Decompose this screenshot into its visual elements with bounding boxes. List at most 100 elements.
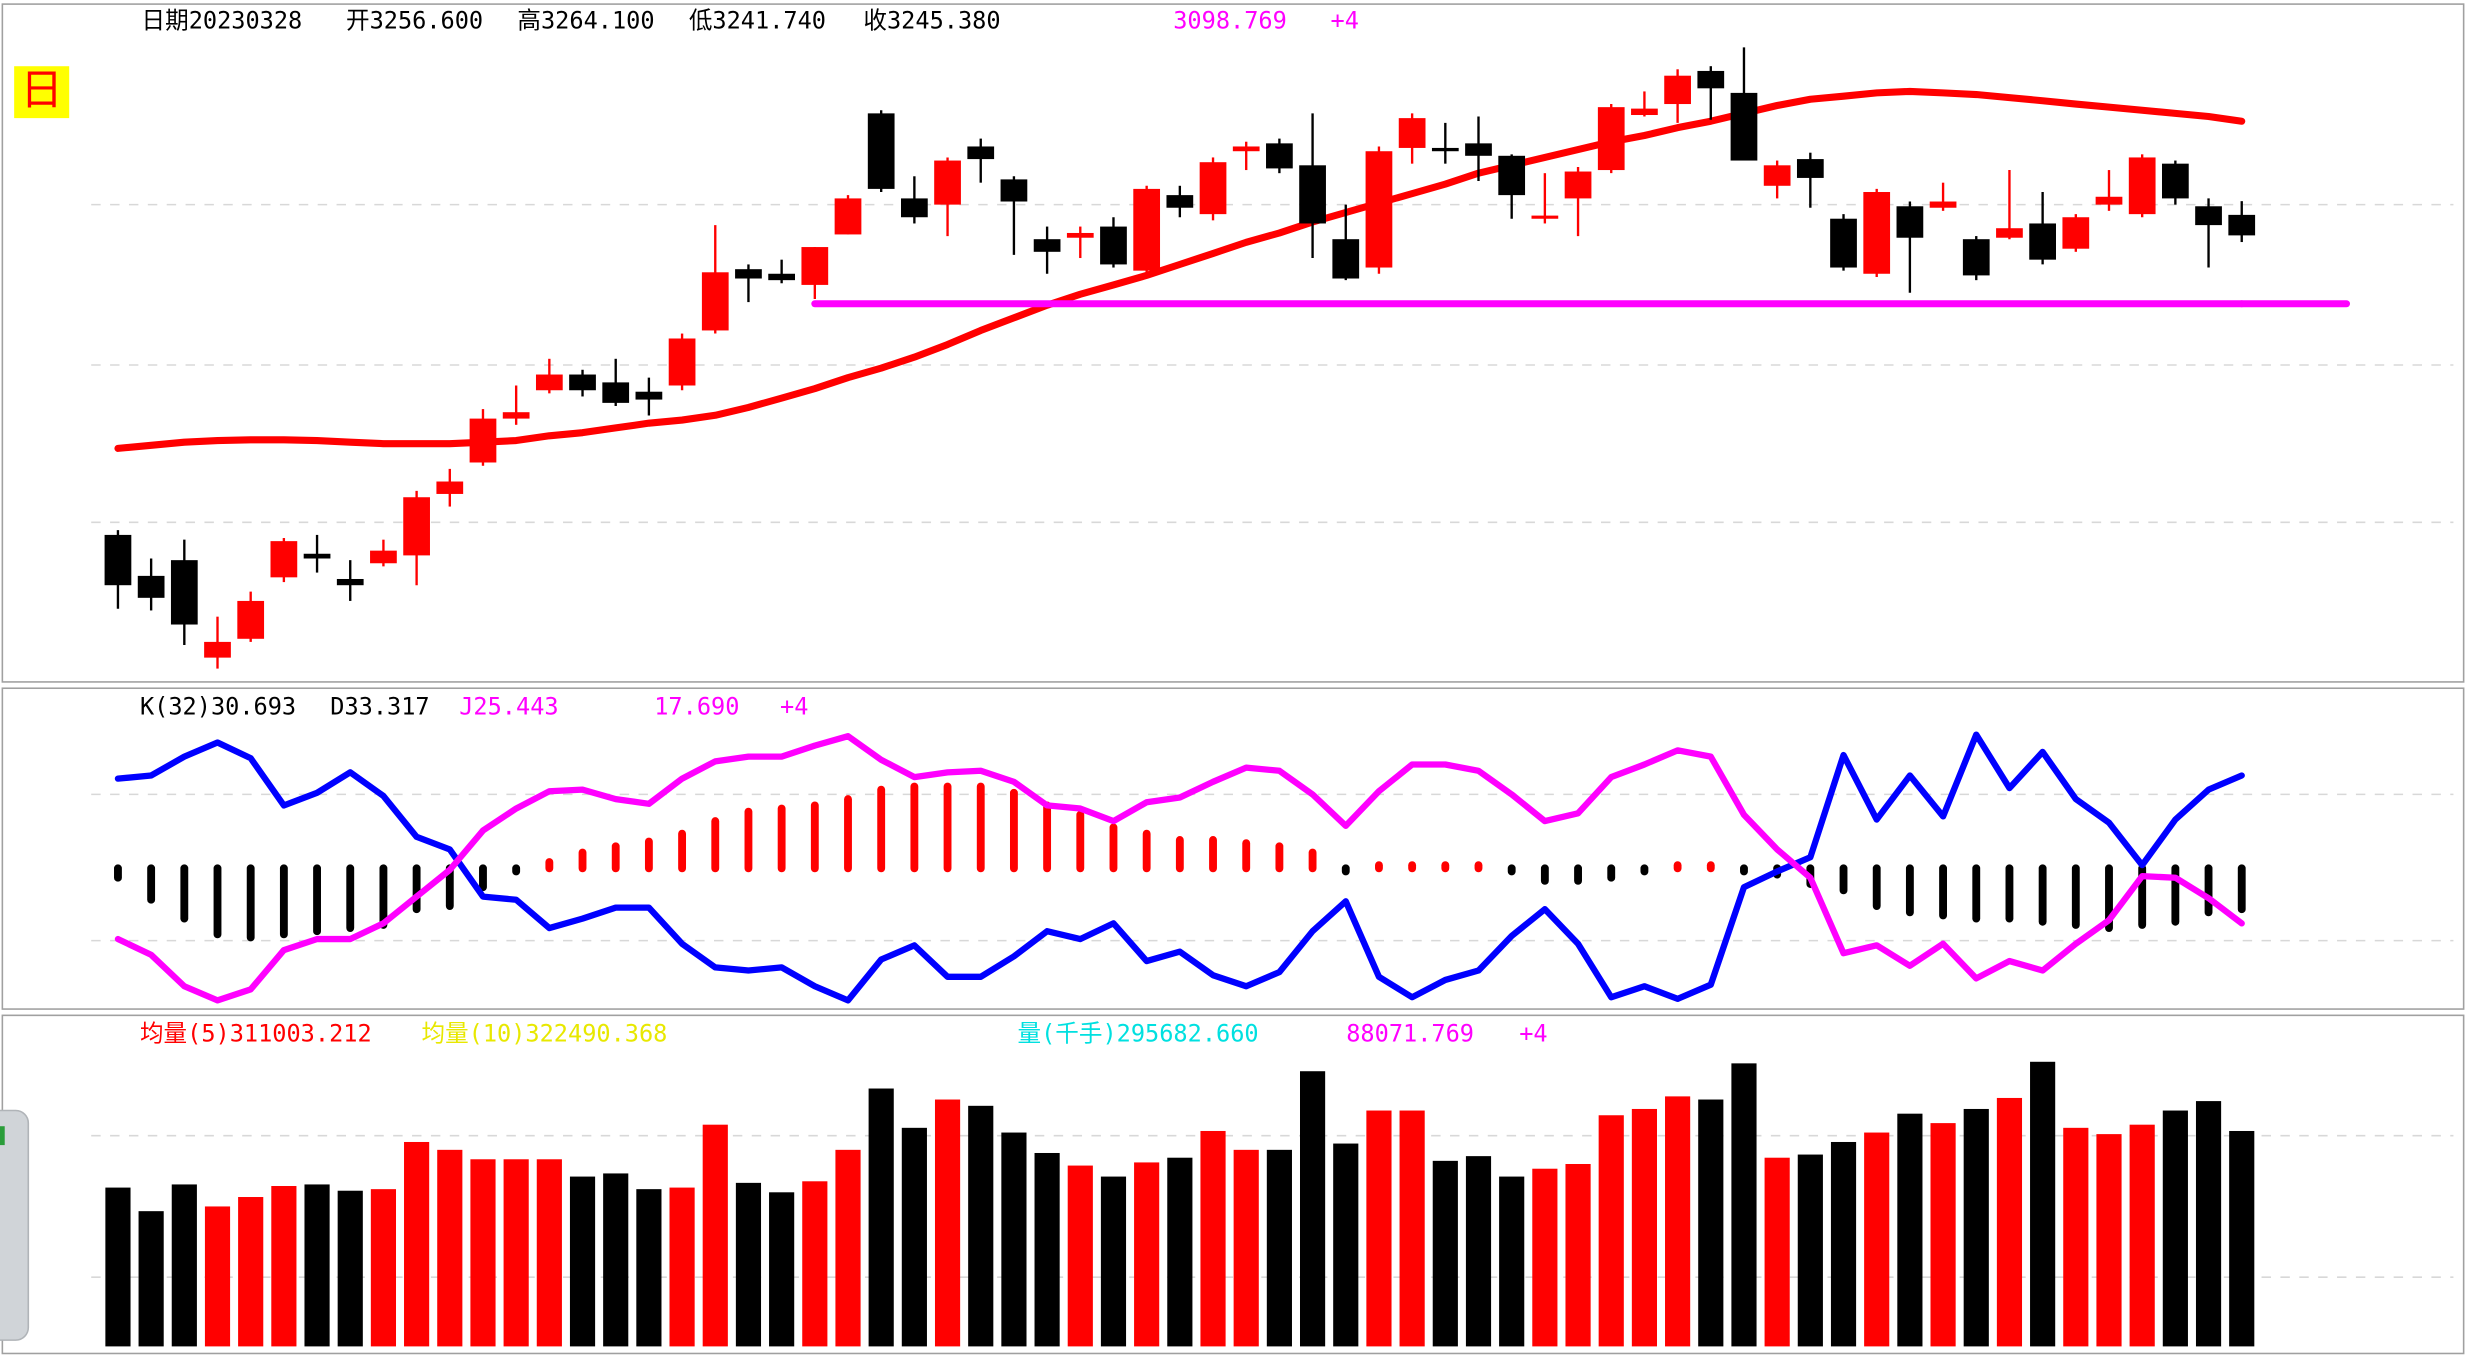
volume-bar [370, 1189, 397, 1347]
candle-body [303, 553, 331, 559]
volume-bar [769, 1192, 795, 1347]
candle-body [336, 578, 364, 586]
candle-body [1365, 151, 1393, 268]
volume-bar [171, 1184, 197, 1347]
volume-bar [1200, 1130, 1226, 1347]
candle-body [967, 146, 995, 160]
candle-body [1896, 206, 1924, 238]
candle-body [867, 113, 895, 189]
side-widget[interactable] [0, 1109, 30, 1341]
volume-bar [1432, 1160, 1458, 1347]
candle-body [635, 391, 663, 400]
candle-body [469, 418, 497, 463]
volume-bar [337, 1190, 363, 1347]
volume-bar [2229, 1130, 2255, 1347]
candle-body [834, 198, 862, 235]
volume-bar [2195, 1101, 2222, 1347]
volume-bar [1299, 1071, 1326, 1347]
volume-bar [1100, 1176, 1127, 1347]
candle-body [1564, 171, 1592, 199]
volume-bar [968, 1105, 994, 1347]
candle-body [1796, 159, 1824, 178]
candle-body [137, 575, 165, 598]
indicator-line [114, 731, 2245, 1004]
candle-body [502, 412, 530, 419]
volume-bar [1631, 1108, 1658, 1347]
volume-bar [536, 1159, 562, 1347]
volume-bar [1465, 1156, 1492, 1347]
volume-bar [1764, 1157, 1790, 1347]
header-value: 88071.769 [1346, 1020, 1474, 1048]
moving-average [114, 87, 2246, 452]
header-value: 高3264.100 [517, 7, 654, 35]
volume-bar [2030, 1061, 2056, 1347]
period-label: 日 [20, 66, 62, 115]
candle-body [237, 600, 265, 639]
candle-body [735, 269, 762, 279]
volume-bar [1930, 1123, 1956, 1347]
period-badge [14, 66, 70, 119]
header-value: 低3241.740 [689, 7, 826, 35]
candle-body [1863, 192, 1891, 274]
volume-bar [669, 1187, 695, 1347]
candle-body [270, 541, 298, 578]
volume-bar [271, 1186, 297, 1347]
volume-bar [868, 1088, 894, 1347]
volume-bar [934, 1099, 961, 1347]
volume-bar [1897, 1113, 1923, 1347]
candle-body [1100, 226, 1127, 265]
candle-body [1597, 107, 1625, 171]
price-panel [1, 3, 2465, 683]
volume-bar [1233, 1149, 1259, 1347]
candle-body [1465, 143, 1492, 156]
header-value: 开3256.600 [346, 7, 483, 35]
candle-body [768, 273, 796, 281]
header-value: 量(千手)295682.660 [1018, 1020, 1259, 1048]
candle-body [1431, 147, 1459, 152]
volume-bar [1665, 1096, 1691, 1347]
candle-body [1830, 218, 1857, 268]
candle-body [1730, 92, 1758, 161]
candle-body [668, 338, 696, 386]
volume-bar [603, 1173, 629, 1347]
volume-bar [238, 1197, 264, 1347]
candle-body [2195, 206, 2222, 226]
candle-body [569, 374, 596, 391]
candle-body [535, 374, 563, 391]
header-value: 收3245.380 [863, 7, 1000, 35]
volume-bar [1830, 1141, 1857, 1347]
candle-body [1398, 118, 1426, 148]
volume-bar [2096, 1134, 2122, 1347]
volume-bar [1366, 1110, 1392, 1347]
volume-bar [204, 1206, 231, 1347]
volume-bar [1698, 1099, 1724, 1347]
volume-bar [1167, 1157, 1193, 1347]
volume-bar [569, 1176, 596, 1347]
volume-bar [1034, 1152, 1060, 1347]
candle-body [1033, 239, 1061, 252]
header-value: 日期20230328 [142, 7, 303, 35]
candle-body [1664, 75, 1691, 105]
header-value: 17.690 [654, 692, 739, 720]
volume-bar [1864, 1132, 1890, 1347]
candle-body [2062, 217, 2090, 249]
candle-body [1332, 239, 1360, 279]
candle-body [934, 160, 961, 205]
volume-bar [1996, 1097, 2023, 1347]
volume-bar [1598, 1115, 1624, 1347]
volume-bar [2129, 1124, 2155, 1347]
candle-body [2029, 223, 2056, 260]
candle-body [602, 382, 630, 403]
volume-bar [437, 1149, 463, 1347]
candle-body [1962, 239, 1990, 276]
candle-body [104, 534, 132, 586]
volume-bar [1797, 1154, 1823, 1347]
volume-bar [835, 1149, 861, 1347]
candle-body [204, 641, 231, 658]
volume-bar [1963, 1108, 1989, 1347]
candle-body [2095, 196, 2123, 205]
candle-body [170, 560, 198, 625]
volume-bar [2063, 1127, 2089, 1347]
candle-body [403, 497, 430, 556]
